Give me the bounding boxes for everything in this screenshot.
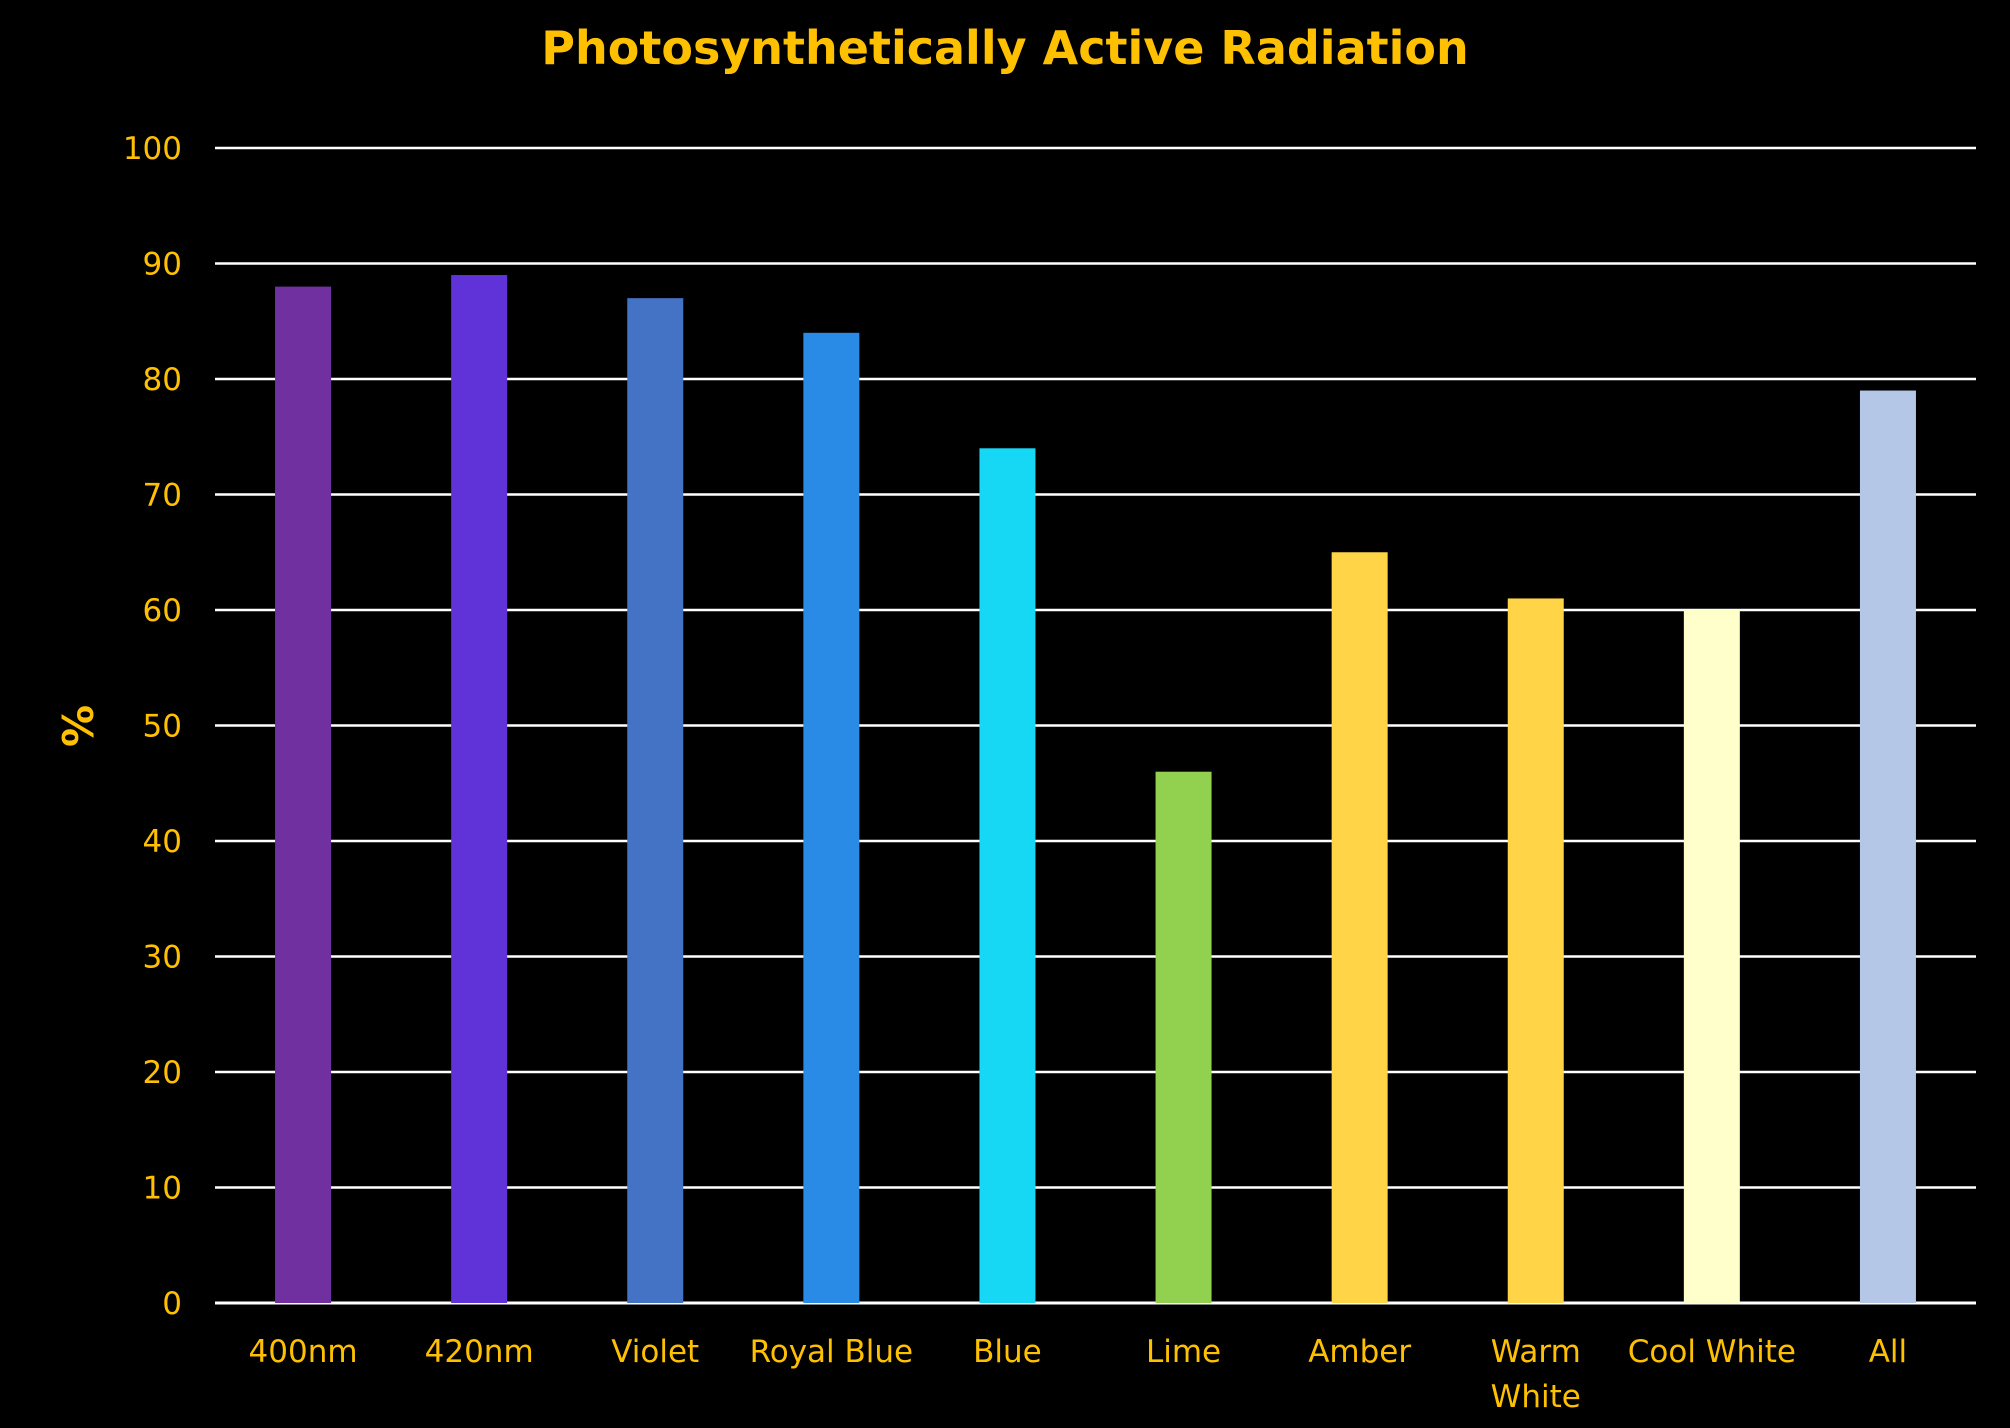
bars [275,275,1916,1304]
bar [1683,610,1740,1303]
x-category-label: Blue [973,1334,1042,1370]
y-tick-label: 90 [143,247,182,283]
y-tick-label: 60 [143,593,182,629]
bar [1859,390,1916,1303]
bar [1155,771,1212,1303]
y-tick-label: 80 [143,362,182,398]
x-category-label: Lime [1146,1334,1221,1370]
bar [627,298,684,1303]
y-tick-label: 50 [143,709,182,745]
x-category-label: Violet [611,1334,699,1370]
gridlines [215,146,1976,1305]
bar [979,448,1036,1303]
bar [275,286,332,1304]
x-category-label: Amber [1308,1334,1411,1370]
x-category-label: 420nm [425,1334,534,1370]
bar [1507,598,1564,1303]
bar [803,332,860,1303]
y-tick-labels: 0 10 20 30 40 50 60 70 80 90 100 [123,131,182,1322]
y-tick-label: 20 [143,1055,182,1091]
bar [1331,552,1388,1303]
y-tick-label: 40 [143,824,182,860]
chart-title: Photosynthetically Active Radiation [541,21,1468,75]
x-category-labels: 400nm 420nm Violet Royal Blue Blue Lime Amber W… [249,1334,1908,1415]
x-category-label: Cool White [1628,1334,1796,1370]
y-tick-label: 30 [143,940,182,976]
x-category-label: All [1869,1334,1907,1370]
x-category-label: Royal Blue [750,1334,914,1370]
x-category-label: 400nm [249,1334,358,1370]
y-tick-label: 100 [123,131,182,167]
y-tick-label: 0 [162,1286,182,1322]
x-category-label: Warm White [1491,1334,1581,1415]
bar [451,275,508,1303]
y-axis-title: % [54,705,103,747]
y-tick-label: 10 [143,1171,182,1207]
y-tick-label: 70 [143,478,182,514]
